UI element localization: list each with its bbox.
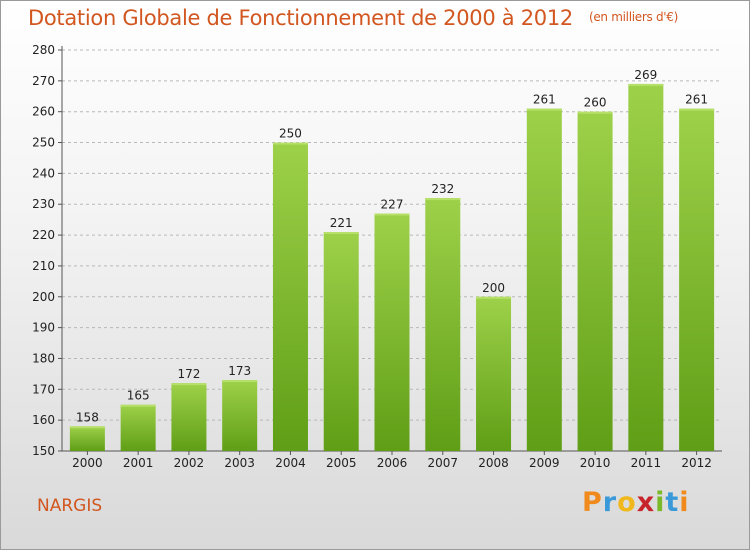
data-label-2012: 261 xyxy=(685,93,708,107)
y-tick-label: 200 xyxy=(32,290,55,304)
bar-2007 xyxy=(425,198,461,451)
data-label-2002: 172 xyxy=(177,367,200,381)
bar-top-edge xyxy=(628,83,664,86)
bar-2009 xyxy=(526,108,562,451)
x-tick-label-2006: 2006 xyxy=(377,456,408,470)
labels: 150 160 170 180 190 200 210 220 230 240 250 260 270 2… xyxy=(32,43,712,470)
x-tick-label-2008: 2008 xyxy=(478,456,509,470)
y-tick-label: 150 xyxy=(32,444,55,458)
x-tick-label-2010: 2010 xyxy=(580,456,611,470)
bar-2010 xyxy=(577,111,613,451)
bar-top-edge xyxy=(374,213,410,216)
x-tick-label-2007: 2007 xyxy=(427,456,458,470)
bar-2008 xyxy=(476,296,512,451)
y-tick-label: 280 xyxy=(32,43,55,57)
bar-2001 xyxy=(120,404,156,451)
bar-top-edge xyxy=(120,404,156,407)
data-label-2008: 200 xyxy=(482,281,505,295)
y-tick-label: 180 xyxy=(32,351,55,365)
data-label-2010: 260 xyxy=(584,96,607,110)
data-label-2009: 261 xyxy=(533,93,556,107)
x-tick-label-2001: 2001 xyxy=(123,456,154,470)
y-tick-label: 210 xyxy=(32,259,55,273)
data-label-2011: 269 xyxy=(634,68,657,82)
bar-top-edge xyxy=(171,383,207,386)
y-tick-label: 260 xyxy=(32,105,55,119)
x-tick-label-2009: 2009 xyxy=(529,456,560,470)
bar-2000 xyxy=(69,426,105,451)
bar-2004 xyxy=(272,142,308,452)
bar-top-edge xyxy=(476,296,512,299)
chart-unit: (en milliers d'€) xyxy=(588,10,678,24)
data-label-2007: 232 xyxy=(431,182,454,196)
data-label-2000: 158 xyxy=(76,410,99,424)
city-name: NARGIS xyxy=(37,496,103,516)
chart-title-text: Dotation Globale de Fonctionnement de 20… xyxy=(28,6,573,30)
data-label-2006: 227 xyxy=(381,197,404,211)
y-tick-label: 230 xyxy=(32,197,55,211)
data-label-2004: 250 xyxy=(279,127,302,141)
bar-top-edge xyxy=(526,108,562,111)
bar-2002 xyxy=(171,383,207,451)
proxiti-logo: Proxiti xyxy=(582,487,690,518)
x-tick-label-2012: 2012 xyxy=(681,456,712,470)
bar-top-edge xyxy=(69,426,105,429)
x-tick-label-2003: 2003 xyxy=(224,456,255,470)
y-tick-label: 170 xyxy=(32,382,55,396)
bar-top-edge xyxy=(272,142,308,145)
x-tick-label-2004: 2004 xyxy=(275,456,306,470)
y-tick-label: 220 xyxy=(32,228,55,242)
y-tick-label: 250 xyxy=(32,136,55,150)
data-label-2003: 173 xyxy=(228,364,251,378)
bar-top-edge xyxy=(679,108,715,111)
bar-top-edge xyxy=(577,111,613,114)
bar-2012 xyxy=(679,108,715,451)
bar-2011 xyxy=(628,83,664,451)
x-tick-label-2011: 2011 xyxy=(631,456,662,470)
y-tick-label: 240 xyxy=(32,166,55,180)
data-label-2005: 221 xyxy=(330,216,353,230)
bar-top-edge xyxy=(323,231,359,234)
data-label-2001: 165 xyxy=(127,389,150,403)
bar-2005 xyxy=(323,231,359,451)
x-tick-label-2002: 2002 xyxy=(174,456,205,470)
bar-2003 xyxy=(222,380,258,451)
bar-2006 xyxy=(374,213,410,451)
bars xyxy=(69,83,715,452)
bar-top-edge xyxy=(222,380,258,383)
y-tick-label: 160 xyxy=(32,413,55,427)
y-tick-label: 190 xyxy=(32,321,55,335)
y-tick-label: 270 xyxy=(32,74,55,88)
x-tick-label-2005: 2005 xyxy=(326,456,357,470)
chart-title: Dotation Globale de Fonctionnement de 20… xyxy=(28,6,678,30)
bar-top-edge xyxy=(425,198,461,201)
x-tick-label-2000: 2000 xyxy=(72,456,103,470)
